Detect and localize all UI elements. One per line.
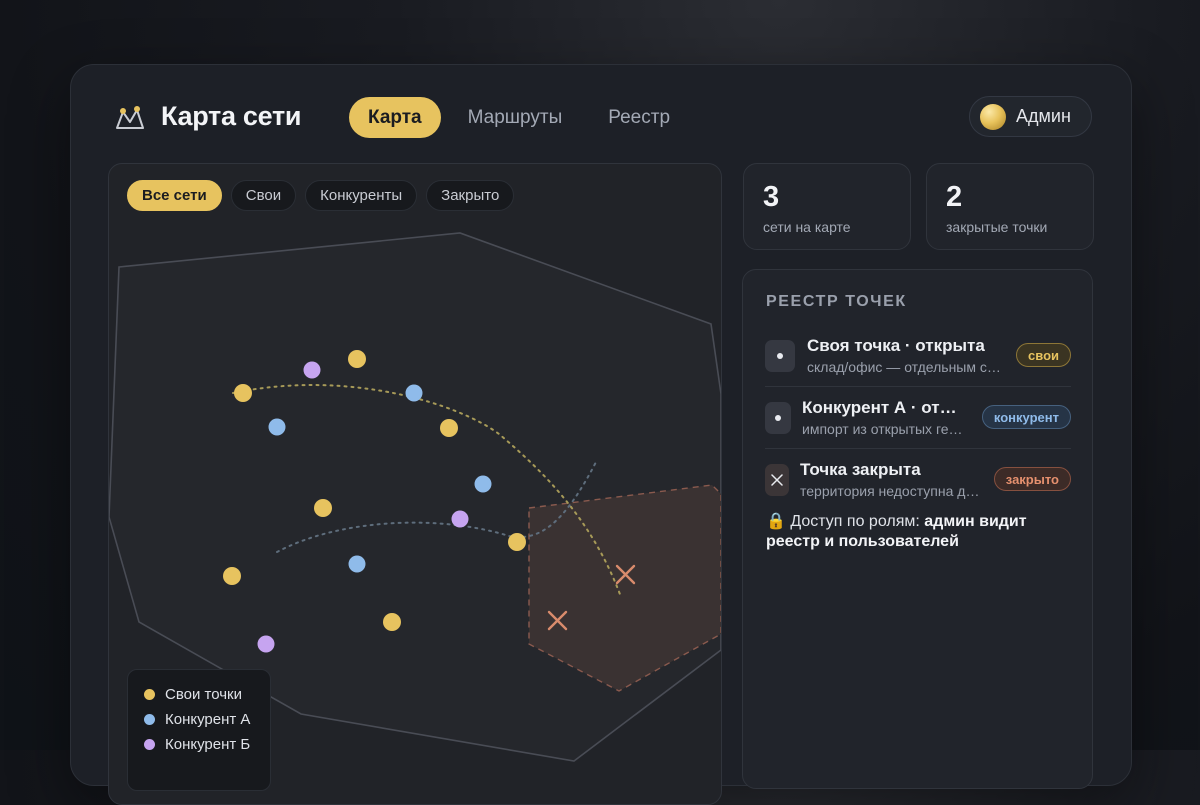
legend-item-own: Свои точки	[144, 686, 242, 703]
legend-item-competitor-a: Конкурент А	[144, 711, 250, 728]
map-point-competitor-a	[268, 418, 286, 436]
tab-routes[interactable]: Маршруты	[467, 106, 563, 128]
stat-label: сети на карте	[763, 219, 851, 235]
stat-value: 2	[946, 181, 963, 213]
filter-closed[interactable]: Закрыто	[426, 180, 515, 211]
registry-item-sub: импорт из открытых геоданных	[802, 421, 970, 437]
app-window: Карта сети Карта Маршруты Реестр Админ В…	[70, 64, 1132, 805]
stat-label: закрытые точки	[946, 219, 1048, 235]
map-point-own	[508, 533, 526, 551]
dot-icon	[765, 340, 795, 372]
stat-networks: 3 сети на карте	[743, 163, 911, 250]
legend-dot-icon	[144, 739, 155, 750]
registry-title: РЕЕСТР ТОЧЕК	[766, 293, 907, 310]
map-point-own	[440, 419, 458, 437]
registry-item-sub: склад/офис — отдельным слоем	[807, 359, 1003, 375]
map-point-competitor-a	[474, 475, 492, 493]
main-nav: Карта Маршруты Реестр	[349, 97, 689, 138]
route-own	[232, 384, 622, 598]
registry-item-sub: территория недоступна для работы	[800, 483, 982, 499]
route-competitor	[276, 461, 597, 553]
registry-item-name: Своя точка · открыта	[807, 336, 985, 355]
registry-item-name: Точка закрыта	[800, 460, 921, 479]
map-point-competitor-b	[303, 361, 321, 379]
status-badge: закрыто	[993, 467, 1071, 491]
registry-item-competitor[interactable]: Конкурент А · открыта импорт из открытых…	[765, 387, 1071, 449]
stat-value: 3	[763, 181, 780, 213]
registry-item-own[interactable]: Своя точка · открыта склад/офис — отдель…	[765, 325, 1071, 387]
map-point-own	[348, 350, 366, 368]
registry-panel: РЕЕСТР ТОЧЕК Своя точка · открыта склад/…	[742, 269, 1093, 789]
legend-item-competitor-b: Конкурент Б	[144, 736, 250, 753]
user-menu[interactable]: Админ	[969, 96, 1092, 137]
map-legend: Свои точки Конкурент А Конкурент Б	[127, 669, 271, 791]
registry-item-name: Конкурент А · открыта	[802, 398, 964, 417]
lock-icon: 🔒	[766, 513, 786, 530]
map-filters: Все сети Свои Конкуренты Закрыто	[127, 180, 515, 211]
access-detail: админ видит реестр и пользователей	[766, 513, 1027, 550]
legend-dot-icon	[144, 714, 155, 725]
map-point-closed-icon	[547, 610, 568, 631]
app-title: Карта сети	[161, 101, 302, 131]
user-name: Админ	[1016, 106, 1071, 126]
legend-dot-icon	[144, 689, 155, 700]
status-badge: конкурент	[981, 405, 1071, 429]
map-point-own	[314, 499, 332, 517]
close-icon	[765, 464, 789, 496]
legend-label: Конкурент Б	[165, 736, 251, 753]
map-point-competitor-a	[348, 555, 366, 573]
dot-icon	[765, 402, 791, 434]
map-point-competitor-b	[257, 635, 275, 653]
map-panel[interactable]: Все сети Свои Конкуренты Закрыто	[108, 163, 722, 805]
map-point-own	[234, 384, 252, 402]
map-point-competitor-a	[405, 384, 423, 402]
filter-competitors[interactable]: Конкуренты	[305, 180, 418, 211]
legend-label: Свои точки	[165, 686, 242, 703]
access-note: 🔒 Доступ по ролям: админ видит реестр и …	[766, 512, 1066, 552]
tab-registry[interactable]: Реестр	[608, 106, 671, 128]
status-badge: свои	[1016, 343, 1071, 367]
map-canvas[interactable]	[109, 164, 721, 804]
map-point-own	[223, 567, 241, 585]
legend-label: Конкурент А	[165, 711, 251, 728]
registry-item-closed[interactable]: Точка закрыта территория недоступна для …	[765, 449, 1071, 510]
filter-own[interactable]: Свои	[230, 180, 297, 211]
map-point-closed-icon	[615, 564, 636, 585]
stat-closed: 2 закрытые точки	[926, 163, 1094, 250]
map-point-own	[383, 613, 401, 631]
tab-map[interactable]: Карта	[349, 97, 441, 138]
logo-icon	[116, 106, 144, 129]
map-point-competitor-b	[451, 510, 469, 528]
closed-zone	[528, 484, 721, 692]
avatar	[980, 103, 1006, 130]
access-prefix: Доступ по ролям:	[790, 513, 920, 530]
filter-all[interactable]: Все сети	[127, 180, 222, 211]
